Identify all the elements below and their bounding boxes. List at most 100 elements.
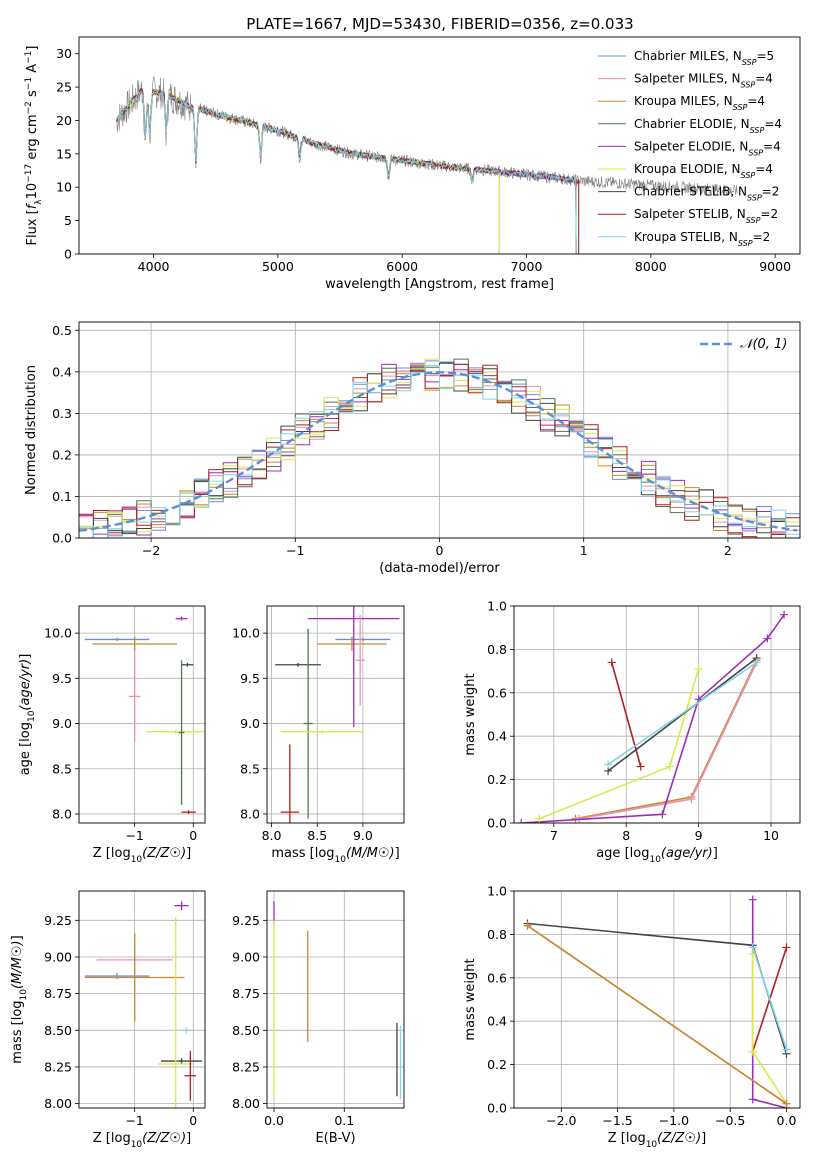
mass-weight-vs-age-ylabel: mass weight	[463, 673, 478, 755]
mass-weight-marker	[665, 762, 674, 771]
mass-weight-marker	[748, 895, 757, 904]
residuals-axes: −2 −1 0 1 2 0.0 0.1 0.2 0.3 0.4 0.5	[52, 322, 800, 558]
y-tick-label: 9.5	[240, 671, 260, 686]
mass-weight-line-0	[575, 659, 758, 820]
mass-vs-metallicity-ylabel: mass [log10(M/M☉)]	[10, 935, 29, 1063]
y-tick-label: 9.00	[232, 949, 260, 964]
y-tick-label: 9.0	[52, 716, 72, 731]
legend-entry-0: Chabrier MILES, NSSP=5	[634, 49, 774, 67]
y-tick-label: 1.0	[487, 884, 507, 899]
y-tick-label: 8.25	[44, 1059, 72, 1074]
age-vs-metallicity-xlabel: Z [log10(Z/Z☉)]	[93, 846, 191, 865]
y-tick-label: 8.50	[232, 1023, 260, 1038]
mass-weight-marker	[748, 1047, 757, 1056]
x-tick-label: 2	[724, 543, 732, 558]
x-tick-label: −2	[142, 543, 160, 558]
mass-weight-marker	[658, 810, 667, 819]
legend-entry-2: Kroupa MILES, NSSP=4	[634, 94, 765, 112]
x-tick-label: 0	[189, 1113, 197, 1128]
y-tick-label: 0.4	[487, 1014, 507, 1029]
mass-weight-vs-age-xlabel: age [log10(age/yr)]	[596, 846, 718, 865]
x-tick-label: −1	[125, 828, 143, 843]
x-tick-label: 9.0	[353, 828, 373, 843]
legend-entry-8: Kroupa STELIB, NSSP=2	[634, 230, 770, 248]
spectrum-xlabel: wavelength [Angstrom, rest frame]	[325, 277, 554, 292]
mass-weight-line-0	[527, 922, 788, 1055]
mass-vs-ebv-marks	[273, 901, 402, 1100]
age-vs-mass-axes: 8.0 8.5 9.0 8.0 8.5 9.0 9.5 10.0	[232, 606, 404, 843]
x-tick-label: 1	[580, 543, 588, 558]
x-tick-label: 0	[436, 543, 444, 558]
y-tick-label: 20	[56, 113, 72, 128]
mass-vs-metallicity-axes: −1 0 8.00 8.25 8.50 8.75 9.00 9.25	[44, 891, 205, 1128]
legend-entry-3: Chabrier ELODIE, NSSP=4	[634, 117, 782, 135]
spectrum-marks	[115, 76, 738, 254]
x-tick-label: 4000	[138, 259, 170, 274]
y-tick-label: 0.4	[52, 364, 72, 379]
x-tick-label: 0.0	[777, 1113, 797, 1128]
y-tick-label: 9.5	[52, 671, 72, 686]
x-tick-label: −1	[286, 543, 304, 558]
y-tick-label: 0.8	[487, 927, 507, 942]
mass-vs-metallicity-marks	[84, 901, 203, 1108]
age-vs-metallicity-frame	[78, 605, 206, 824]
x-tick-label: 7000	[511, 259, 543, 274]
mass-weight-marker	[694, 664, 703, 673]
mass-weight-marker	[763, 634, 772, 643]
y-tick-label: 8.0	[240, 806, 260, 821]
y-tick-label: 8.5	[240, 761, 260, 776]
y-tick-label: 0.5	[52, 323, 72, 338]
mass-weight-marker	[782, 1045, 791, 1054]
mass-weight-line-3	[751, 947, 788, 1050]
mass-weight-marker	[523, 921, 532, 930]
x-tick-label: −1.5	[602, 1113, 632, 1128]
y-tick-label: 0.2	[52, 447, 72, 462]
legend-entry-4: Salpeter ELODIE, NSSP=4	[634, 139, 781, 157]
x-tick-label: 8.0	[262, 828, 282, 843]
mass-weight-vs-metallicity-marks	[523, 895, 791, 1108]
mass-vs-metallicity-xlabel: Z [log10(Z/Z☉)]	[93, 1131, 191, 1150]
y-tick-label: 5	[64, 213, 72, 228]
mass-weight-marker	[782, 943, 791, 952]
mass-weight-marker	[636, 762, 645, 771]
y-tick-label: 10	[56, 180, 72, 195]
y-tick-label: 15	[56, 146, 72, 161]
age-vs-mass-frame	[266, 605, 405, 824]
mass-weight-vs-metallicity-ylabel: mass weight	[463, 958, 478, 1040]
y-tick-label: 8.5	[52, 761, 72, 776]
mass-weight-marker	[748, 1095, 757, 1104]
figure-title: PLATE=1667, MJD=53430, FIBERID=0356, z=0…	[246, 15, 633, 33]
x-tick-label: 10	[763, 828, 779, 843]
age-vs-metallicity-ylabel: age [log10(age/yr)]	[18, 654, 37, 776]
model-spectrum-8	[115, 89, 577, 254]
x-tick-label: 8	[622, 828, 630, 843]
spectrum-axes: 4000 5000 6000 7000 8000 9000 0 5 10 15 20 25 30	[56, 46, 791, 274]
mass-weight-marker	[782, 1099, 791, 1108]
y-tick-label: 9.25	[44, 913, 72, 928]
legend-entry-normal: 𝒩(0, 1)	[740, 337, 787, 352]
mass-weight-vs-age-axes: 7 8 9 10 0.0 0.2 0.4 0.6 0.8 1.0	[487, 599, 800, 843]
y-tick-label: 0	[64, 247, 72, 262]
mass-weight-marker	[604, 760, 613, 769]
y-tick-label: 8.0	[52, 806, 72, 821]
residuals-ylabel: Normed distribution	[24, 365, 39, 495]
plots-group: 4000 5000 6000 7000 8000 9000051015202530wave…	[10, 36, 801, 1150]
mass-weight-line-2	[521, 614, 785, 823]
mass-weight-line-5	[607, 657, 758, 772]
y-tick-label: 0.3	[52, 406, 72, 421]
y-tick-label: 9.0	[240, 716, 260, 731]
residual-histogram-8	[79, 365, 800, 538]
age-vs-mass-marks	[275, 606, 400, 823]
x-tick-label: 0	[189, 828, 197, 843]
model-spectrum-2	[115, 89, 500, 254]
mass-vs-metallicity-frame	[78, 890, 206, 1109]
x-tick-label: −1	[125, 1113, 143, 1128]
y-tick-label: 25	[56, 80, 72, 95]
mass-weight-vs-metallicity-xlabel: Z [log10(Z/Z☉)]	[608, 1131, 706, 1150]
mass-vs-ebv-xlabel: E(B-V)	[315, 1131, 355, 1146]
mass-weight-vs-metallicity-frame	[513, 890, 801, 1109]
spectrum-ylabel: Flux [fλ10−17 erg cm−2 s−1 A−1]	[24, 46, 44, 246]
legend-entry-6: Chabrier STELIB, NSSP=2	[634, 185, 779, 203]
legend-entry-1: Salpeter MILES, NSSP=4	[634, 72, 773, 90]
y-tick-label: 1.0	[487, 599, 507, 614]
